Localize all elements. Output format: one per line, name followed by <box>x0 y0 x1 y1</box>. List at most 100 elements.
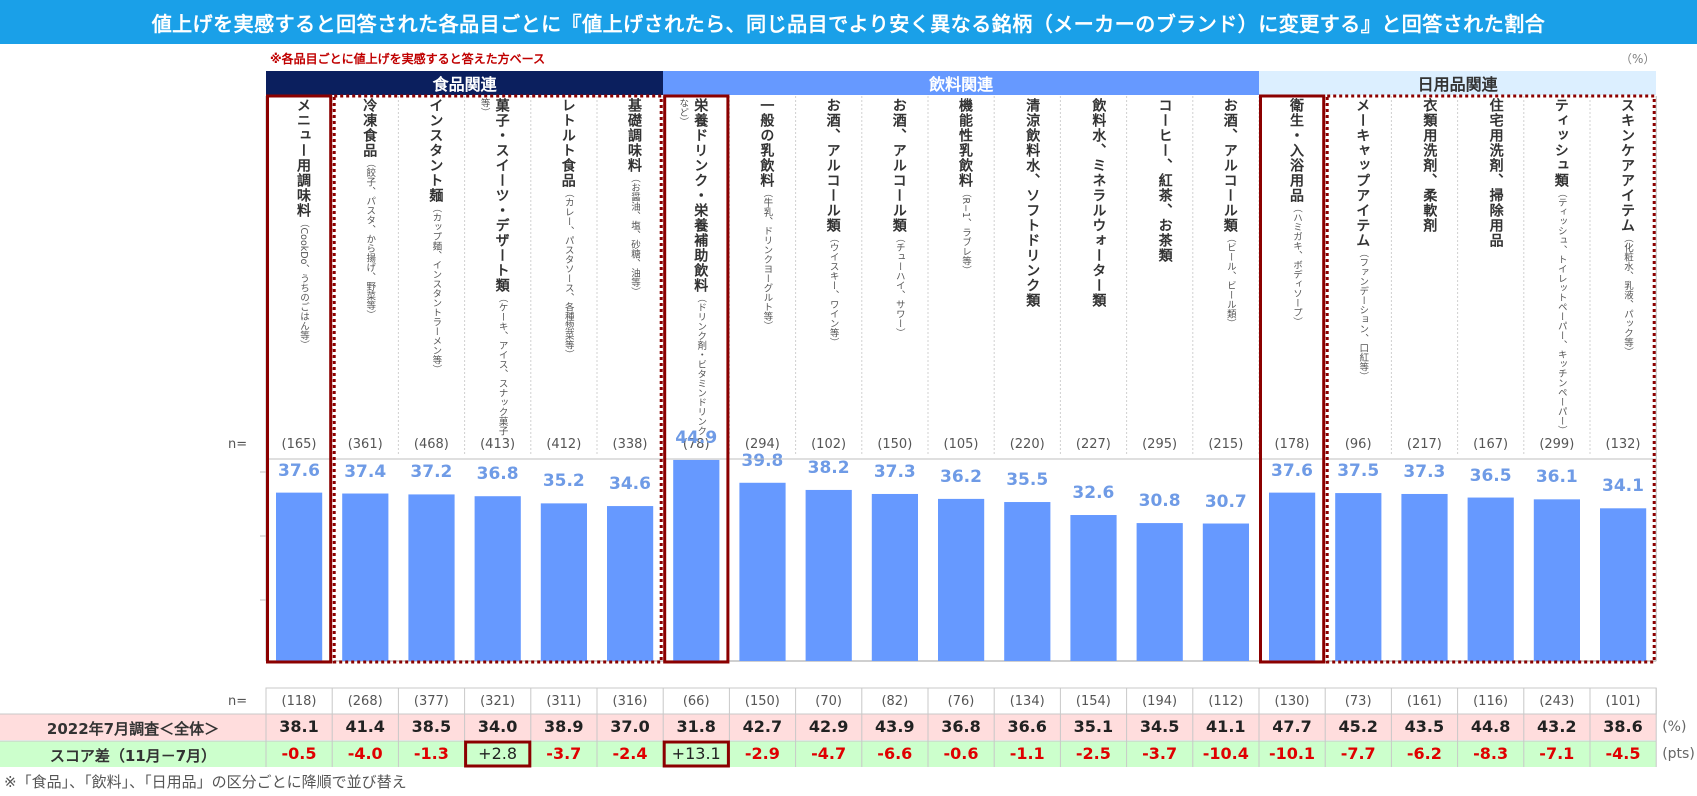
item-name-column: お酒、アルコール類（チューハイ、サワー） <box>876 98 908 438</box>
sample-size-label: (105) <box>943 437 979 452</box>
item-name-column: 栄養ドリンク・栄養補助飲料（ドリンク剤・ビタミンドリンクなど） <box>677 98 709 438</box>
score-diff-value: +2.8 <box>478 744 518 763</box>
item-name: 一般の乳飲料 <box>758 98 775 188</box>
bar <box>1004 502 1051 661</box>
bar <box>938 498 985 661</box>
sample-size-label: (220) <box>1009 437 1045 452</box>
item-name-column: メニュー用調味料（CookDo、うちのごはん等） <box>280 98 312 438</box>
unit-label-top: （%） <box>1620 52 1656 66</box>
bar-value-label: 36.2 <box>940 466 982 487</box>
sample-size-july: (268) <box>347 694 383 709</box>
item-name: 衣類用洗剤、柔軟剤 <box>1421 98 1438 233</box>
item-name-column: スキンケアアイテム（化粧水、乳液、パック等） <box>1604 98 1636 438</box>
sample-size-label: (167) <box>1473 437 1509 452</box>
base-note: ※各品目ごとに値上げを実感すると答えた方ベース <box>270 52 546 66</box>
n-prefix-label-july: n= <box>228 694 248 709</box>
sample-size-july: (73) <box>1344 694 1372 709</box>
bar-value-label: 38.2 <box>807 457 850 478</box>
item-name-column: 一般の乳飲料（牛乳、ドリンクヨーグルト等） <box>743 98 775 438</box>
score-diff-value: -1.1 <box>1009 744 1045 763</box>
bar <box>1070 515 1117 661</box>
item-subtitle: （餃子、パスタ、から揚げ、野菜等） <box>364 158 376 320</box>
sample-size-july: (321) <box>480 694 516 709</box>
item-name-column: 飲料水、ミネラルウォーター類 <box>1074 98 1106 438</box>
sample-size-label: (217) <box>1406 437 1442 452</box>
bar <box>739 482 786 661</box>
july-value: 38.1 <box>279 717 319 736</box>
sample-size-july: (70) <box>815 694 842 709</box>
sample-size-july: (243) <box>1539 694 1575 709</box>
july-value: 45.2 <box>1338 717 1378 736</box>
item-name: 栄養ドリンク・栄養補助飲料 <box>692 98 709 293</box>
sample-size-label: (215) <box>1208 437 1244 452</box>
july-value: 41.4 <box>345 717 385 736</box>
bar-value-label: 37.5 <box>1337 461 1380 482</box>
bar <box>1533 499 1580 661</box>
sample-size-label: (412) <box>546 437 582 452</box>
item-name: レトルト食品 <box>559 98 576 188</box>
item-name: お酒、アルコール類 <box>1221 98 1238 233</box>
july-value: 34.5 <box>1139 717 1180 736</box>
n-prefix-label: n= <box>228 437 248 452</box>
score-diff-value: -4.7 <box>811 744 847 763</box>
sample-size-july: (194) <box>1142 694 1178 709</box>
item-name-column: 基礎調味料（お醤油、塩、砂糖、油等） <box>611 98 643 438</box>
july-value: 37.0 <box>610 717 650 736</box>
july-value: 38.6 <box>1603 717 1643 736</box>
score-diff-value: -1.3 <box>413 744 449 763</box>
bar <box>1136 523 1183 661</box>
sample-size-july: (311) <box>546 694 582 709</box>
item-name-column: レトルト食品（カレー、パスタソース、各種惣菜等） <box>545 98 577 438</box>
sample-size-july: (101) <box>1605 694 1641 709</box>
bar-value-label: 35.5 <box>1006 470 1049 491</box>
item-name: 衛生・入浴用品 <box>1288 98 1304 203</box>
sample-size-july: (118) <box>281 694 317 709</box>
bar <box>1467 497 1514 661</box>
bar-value-label: 36.5 <box>1469 465 1512 486</box>
item-name: 飲料水、ミネラルウォーター類 <box>1090 98 1107 308</box>
item-name: スキンケアアイテム <box>1619 98 1635 233</box>
july-value: 38.5 <box>411 717 452 736</box>
unit-pct: (%) <box>1662 719 1687 735</box>
item-name-column: インスタント麺（カップ麺、インスタントラーメン等） <box>412 98 444 438</box>
bar-value-label: 39.8 <box>741 450 784 471</box>
bar <box>342 493 389 661</box>
item-subtitle: （CookDo、うちのごはん等） <box>298 218 309 350</box>
sample-size-july: (316) <box>612 694 648 709</box>
item-name-column: お酒、アルコール類（ウイスキー、ワイン等） <box>810 98 842 438</box>
score-diff-value: -2.9 <box>744 744 780 763</box>
july-value: 35.1 <box>1073 717 1114 736</box>
item-subtitle: （カップ麺、インスタントラーメン等） <box>430 203 442 374</box>
sample-size-july: (76) <box>947 694 975 709</box>
row-label-diff: スコア差（11月－7月） <box>49 747 217 765</box>
bar-value-label: 37.2 <box>410 462 453 483</box>
july-value: 44.8 <box>1470 717 1511 736</box>
item-name-column: メーキャップアイテム（ファンデーション、口紅等） <box>1339 98 1371 438</box>
item-name: インスタント麺 <box>427 98 444 203</box>
july-value: 38.9 <box>544 717 584 736</box>
bar-value-label: 37.3 <box>1403 461 1446 482</box>
item-subtitle: （化粧水、乳液、パック等） <box>1622 233 1633 357</box>
july-value: 43.2 <box>1537 717 1577 736</box>
item-subtitle: （ウイスキー、ワイン等） <box>827 233 839 347</box>
bar <box>1401 493 1448 661</box>
july-value: 36.6 <box>1007 717 1047 736</box>
item-name-column: ティッシュ類（ティッシュ、トイレットペーパー、キッチンペーパー） <box>1538 98 1570 438</box>
bar-value-label: 30.7 <box>1204 491 1247 512</box>
sample-size-label: (132) <box>1605 437 1641 452</box>
item-name-column: 冷凍食品（餃子、パスタ、から揚げ、野菜等） <box>346 98 378 438</box>
july-value: 36.8 <box>941 717 981 736</box>
score-diff-value: -8.3 <box>1473 744 1509 763</box>
sample-size-label: (294) <box>744 437 780 452</box>
sample-size-july: (116) <box>1473 694 1509 709</box>
score-diff-value: -7.1 <box>1539 744 1575 763</box>
item-name-column: 機能性乳飲料（R−1、ラブレ等） <box>942 98 974 438</box>
unit-pts: (pts) <box>1662 746 1695 762</box>
item-name: お酒、アルコール類 <box>890 98 907 233</box>
item-subtitle: （牛乳、ドリンクヨーグルト等） <box>761 188 773 331</box>
bar <box>1202 523 1249 661</box>
score-diff-value: -0.5 <box>281 744 317 763</box>
july-value: 31.8 <box>676 717 716 736</box>
sample-size-label: (102) <box>811 437 847 452</box>
